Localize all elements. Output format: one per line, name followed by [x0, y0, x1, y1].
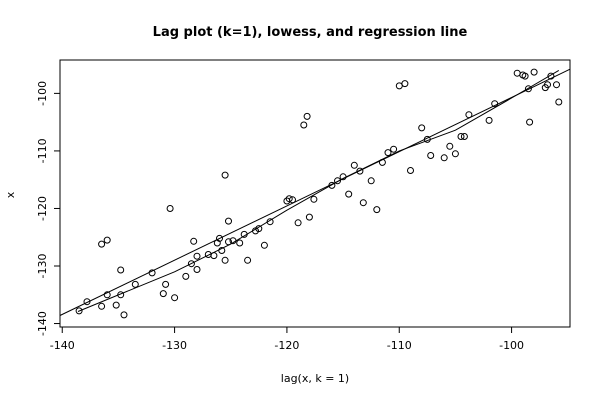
data-point: [98, 240, 106, 248]
data-point: [117, 291, 125, 299]
data-point: [103, 236, 111, 244]
data-point: [345, 190, 353, 198]
data-point: [120, 311, 128, 319]
data-point: [359, 199, 367, 207]
x-tick-label: -140: [50, 339, 75, 352]
data-point: [210, 252, 218, 260]
data-point: [407, 167, 414, 174]
data-point: [285, 195, 293, 203]
data-point: [553, 81, 560, 89]
data-point: [547, 72, 555, 80]
data-point: [117, 266, 125, 274]
data-point: [166, 205, 174, 212]
y-axis: -140 -130 -120 -110 -100: [36, 81, 60, 336]
plot-area-frame: [59, 59, 571, 328]
data-point: [193, 252, 201, 260]
data-point: [310, 195, 318, 203]
data-point: [530, 68, 538, 76]
data-point: [339, 173, 347, 181]
data-point: [221, 171, 229, 179]
data-point: [328, 181, 336, 189]
data-point: [225, 238, 232, 246]
data-point: [305, 213, 313, 221]
data-point: [225, 217, 232, 225]
data-point: [446, 142, 454, 150]
data-point: [229, 237, 237, 245]
data-point: [216, 234, 223, 242]
x-tick-label: -100: [499, 339, 524, 352]
data-point: [427, 152, 435, 159]
data-point: [294, 219, 302, 227]
data-point: [384, 149, 392, 157]
data-point: [513, 69, 521, 77]
data-point: [83, 298, 91, 306]
data-point: [524, 85, 532, 93]
data-point: [131, 280, 139, 288]
y-tick-label: -100: [36, 81, 49, 106]
data-point: [190, 237, 198, 245]
data-point: [521, 72, 529, 80]
data-point: [244, 256, 252, 264]
y-tick-label: -120: [36, 196, 49, 221]
data-point: [221, 256, 229, 264]
data-point: [162, 280, 170, 288]
x-axis-label: lag(x, k = 1): [281, 372, 349, 385]
data-point: [266, 218, 274, 226]
y-tick-label: -140: [36, 311, 49, 336]
x-tick-label: -130: [162, 339, 187, 352]
data-point: [300, 121, 308, 129]
data-point: [544, 81, 551, 89]
x-tick-label: -110: [387, 339, 412, 352]
data-point: [367, 177, 375, 185]
data-point: [457, 133, 465, 140]
data-point: [378, 158, 386, 166]
data-point: [98, 302, 106, 310]
data-point: [526, 118, 534, 126]
data-point: [193, 266, 201, 273]
data-point: [289, 196, 296, 204]
data-point: [395, 82, 403, 90]
chart-title: Lag plot (k=1), lowess, and regression l…: [153, 25, 468, 40]
data-point: [334, 177, 341, 185]
regression-line: [59, 68, 571, 316]
y-tick-label: -110: [36, 138, 49, 163]
data-point: [356, 167, 364, 175]
data-point: [218, 247, 226, 254]
data-point: [112, 301, 120, 309]
data-point: [255, 225, 263, 233]
data-point: [555, 98, 563, 106]
data-point: [491, 100, 499, 108]
data-point: [182, 272, 190, 280]
data-point: [303, 112, 311, 120]
data-point: [159, 290, 167, 298]
data-point: [260, 241, 268, 249]
data-point: [423, 135, 431, 143]
data-point: [240, 230, 248, 238]
data-point: [485, 116, 493, 124]
data-point: [187, 260, 195, 268]
data-point: [460, 133, 468, 140]
data-point: [418, 124, 426, 132]
data-point: [390, 145, 398, 153]
data-point: [103, 291, 111, 299]
data-point: [350, 161, 358, 169]
data-point: [75, 307, 83, 315]
fit-lines: [59, 68, 571, 316]
scatter-points: [75, 68, 563, 319]
data-point: [236, 239, 244, 247]
y-tick-label: -130: [36, 254, 49, 279]
data-point: [465, 111, 473, 119]
data-point: [451, 150, 459, 158]
x-axis: -140 -130 -120 -110 -100: [50, 327, 524, 352]
data-point: [171, 294, 179, 302]
data-point: [373, 206, 381, 214]
data-point: [401, 80, 409, 88]
data-point: [148, 269, 156, 277]
y-axis-label: x: [4, 191, 17, 198]
data-point: [440, 154, 448, 162]
x-tick-label: -120: [274, 339, 299, 352]
